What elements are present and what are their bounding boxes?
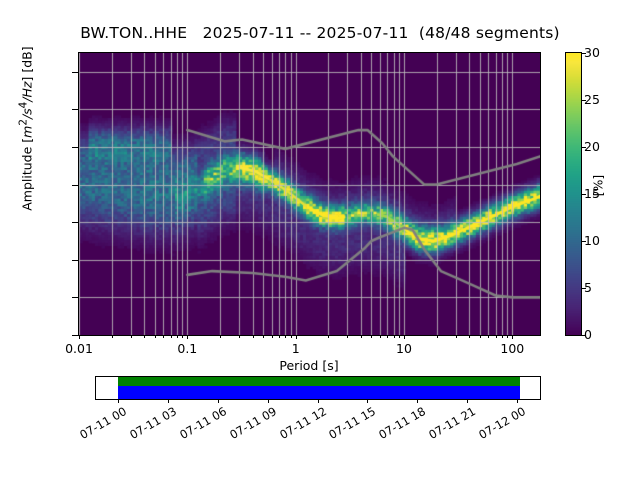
- colorbar: [565, 52, 582, 336]
- colorbar-tick-mark: [581, 288, 586, 289]
- y-tick-mark: [72, 109, 78, 110]
- timeline-tick-mark: [367, 399, 368, 403]
- timeline-tick-label: 07-11 00: [77, 404, 129, 442]
- timeline-tick-mark: [268, 399, 269, 403]
- colorbar-tick-label: 20: [584, 139, 600, 154]
- x-tick-mark: [131, 335, 132, 338]
- timeline-tick-mark: [118, 399, 119, 403]
- x-tick-label: 1: [291, 341, 300, 356]
- timeline-psd-bar: [118, 386, 520, 399]
- colorbar-tick-mark: [581, 335, 586, 336]
- colorbar-tick-mark: [581, 194, 586, 195]
- x-tick-label: 0.01: [65, 341, 93, 356]
- x-tick-mark: [163, 335, 164, 338]
- x-tick-mark: [79, 335, 80, 339]
- x-tick-label: 10: [396, 341, 412, 356]
- x-tick-mark: [371, 335, 372, 338]
- timeline-tick-label: 07-11 12: [276, 404, 329, 442]
- colorbar-gradient: [566, 53, 581, 335]
- x-tick-mark: [279, 335, 280, 338]
- timeline-tick-mark: [417, 399, 418, 403]
- x-tick-mark: [394, 335, 395, 338]
- colorbar-tick-label: 30: [584, 45, 600, 60]
- colorbar-tick-label: 10: [584, 233, 600, 248]
- x-tick-mark: [112, 335, 113, 338]
- y-tick-mark: [72, 72, 78, 73]
- x-tick-mark: [187, 335, 188, 339]
- x-tick-mark: [502, 335, 503, 338]
- y-axis-label: Amplitude [m2/s4/Hz] [dB]: [17, 46, 35, 211]
- x-tick-mark: [253, 335, 254, 338]
- x-tick-mark: [239, 335, 240, 338]
- timeline-tick-mark: [467, 399, 468, 403]
- colorbar-tick-label: 0: [584, 327, 592, 342]
- x-tick-mark: [220, 335, 221, 338]
- x-tick-mark: [399, 335, 400, 338]
- x-tick-mark: [347, 335, 348, 338]
- timeline-tick-mark: [218, 399, 219, 403]
- colorbar-tick-label: 5: [584, 280, 592, 295]
- x-tick-mark: [144, 335, 145, 338]
- x-tick-mark: [437, 335, 438, 338]
- timeline-tick-label: 07-11 21: [426, 404, 479, 442]
- x-tick-mark: [456, 335, 457, 338]
- page-title: BW.TON..HHE 2025-07-11 -- 2025-07-11 (48…: [80, 24, 560, 42]
- timeline-tick-label: 07-11 03: [127, 404, 179, 442]
- y-tick-mark: [72, 222, 78, 223]
- x-tick-mark: [496, 335, 497, 338]
- x-tick-mark: [328, 335, 329, 338]
- x-tick-mark: [480, 335, 481, 338]
- colorbar-label: [%]: [590, 174, 606, 197]
- timeline-tick-label: 07-11 09: [226, 404, 279, 442]
- x-tick-mark: [182, 335, 183, 338]
- y-tick-mark: [72, 185, 78, 186]
- y-tick-mark: [72, 335, 78, 336]
- x-tick-mark: [155, 335, 156, 338]
- y-tick-mark: [72, 147, 78, 148]
- timeline-tick-label: 07-11 15: [326, 404, 379, 442]
- x-tick-mark: [177, 335, 178, 338]
- x-tick-mark: [512, 335, 513, 339]
- x-tick-label: 0.1: [177, 341, 198, 356]
- colorbar-tick-mark: [581, 241, 586, 242]
- x-tick-mark: [387, 335, 388, 338]
- x-tick-mark: [291, 335, 292, 338]
- colorbar-tick-mark: [581, 53, 586, 54]
- timeline-data-bar: [118, 377, 520, 386]
- colorbar-tick-label: 25: [584, 92, 600, 107]
- x-tick-mark: [285, 335, 286, 338]
- y-tick-mark: [72, 297, 78, 298]
- x-axis-label: Period [s]: [279, 358, 339, 373]
- y-tick-mark: [72, 260, 78, 261]
- x-tick-mark: [296, 335, 297, 339]
- ppsd-density-heatmap: [79, 53, 540, 335]
- timeline-tick-mark: [517, 399, 518, 403]
- ppsd-plot-area: [78, 52, 541, 336]
- x-tick-mark: [404, 335, 405, 339]
- x-tick-label: 100: [500, 341, 525, 356]
- timeline-tick-label: 07-11 06: [176, 404, 229, 442]
- colorbar-tick-mark: [581, 147, 586, 148]
- data-coverage-timeline: [95, 376, 541, 400]
- x-tick-mark: [488, 335, 489, 338]
- timeline-tick-label: 07-12 00: [476, 404, 528, 442]
- x-tick-mark: [272, 335, 273, 338]
- x-tick-mark: [263, 335, 264, 338]
- timeline-tick-mark: [318, 399, 319, 403]
- x-tick-mark: [361, 335, 362, 338]
- x-tick-mark: [469, 335, 470, 338]
- x-tick-mark: [171, 335, 172, 338]
- timeline-tick-mark: [168, 399, 169, 403]
- x-tick-mark: [507, 335, 508, 338]
- colorbar-tick-mark: [581, 100, 586, 101]
- colorbar-tick-label: 15: [584, 186, 600, 201]
- timeline-tick-label: 07-11 18: [376, 404, 429, 442]
- x-tick-mark: [380, 335, 381, 338]
